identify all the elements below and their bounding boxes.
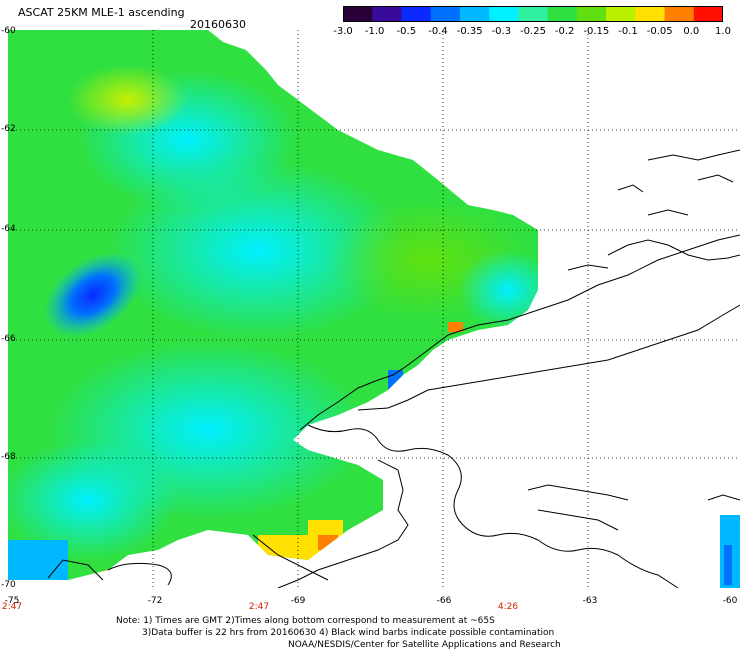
lon-label: -75: [4, 596, 20, 606]
lat-label: -68: [1, 452, 16, 462]
colorbar-label: -0.5: [396, 26, 417, 37]
lon-label: -72: [147, 596, 163, 606]
colorbar-segment: [430, 6, 461, 22]
colorbar-label: -0.15: [583, 26, 610, 37]
lat-label: -62: [1, 124, 16, 134]
time-label: 4:26: [497, 602, 519, 612]
lon-label: -69: [290, 596, 306, 606]
lon-label: -60: [722, 596, 738, 606]
colorbar-label: -1.0: [364, 26, 385, 37]
colorbar-label: 0.0: [683, 26, 700, 37]
colorbar-segment: [693, 6, 723, 22]
colorbar-segment: [343, 6, 373, 22]
colorbar-label: -0.25: [520, 26, 546, 37]
note-line-2: 3)Data buffer is 22 hrs from 20160630 4)…: [142, 628, 555, 638]
grid-lines: [8, 30, 740, 588]
colorbar-label: -0.05: [646, 26, 673, 37]
lat-label: -66: [1, 334, 16, 344]
colorbar-segment: [664, 6, 695, 22]
data-swath: [8, 30, 538, 580]
colorbar-segment: [372, 6, 402, 22]
colorbar-label: -0.2: [554, 26, 575, 37]
lon-label: -66: [436, 596, 452, 606]
colorbar-segment: [401, 6, 432, 22]
colorbar-label: -0.35: [456, 26, 483, 37]
colorbar-labels: -3.0 -1.0 -0.5 -0.4 -0.35 -0.3 -0.25 -0.2 -0.15-…: [323, 26, 740, 40]
lon-label: -63: [582, 596, 598, 606]
product-title: ASCAT 25KM MLE-1 ascending: [18, 6, 185, 19]
coastline: [47, 149, 740, 588]
colorbar-segment: [547, 6, 578, 22]
colorbar-outline: [343, 6, 723, 22]
colorbar-label: -0.3: [491, 26, 512, 37]
lat-label: -64: [1, 224, 16, 234]
map-plot: [8, 30, 740, 588]
colorbar-label: -0.4: [428, 26, 448, 37]
product-date: 20160630: [190, 18, 246, 31]
colorbar-segment: [518, 6, 549, 22]
lat-label: -60: [1, 26, 16, 36]
time-label: 2:47: [248, 602, 270, 612]
colorbar-label: 1.0: [715, 26, 731, 37]
time-label: 2:47: [1, 602, 23, 612]
note-line-1: Note: 1) Times are GMT 2)Times along bot…: [116, 616, 495, 626]
colorbar-segment: [489, 6, 519, 22]
note-line-3: NOAA/NESDIS/Center for Satellite Applica…: [288, 640, 561, 650]
colorbar-label: -0.1: [618, 26, 638, 37]
colorbar-segment: [606, 6, 636, 22]
colorbar-segment: [576, 6, 607, 22]
colorbar: [343, 6, 723, 22]
colorbar-label: -3.0: [333, 26, 353, 37]
colorbar-segment: [635, 6, 666, 22]
colorbar-segment: [459, 6, 490, 22]
lat-label: -70: [1, 580, 16, 590]
